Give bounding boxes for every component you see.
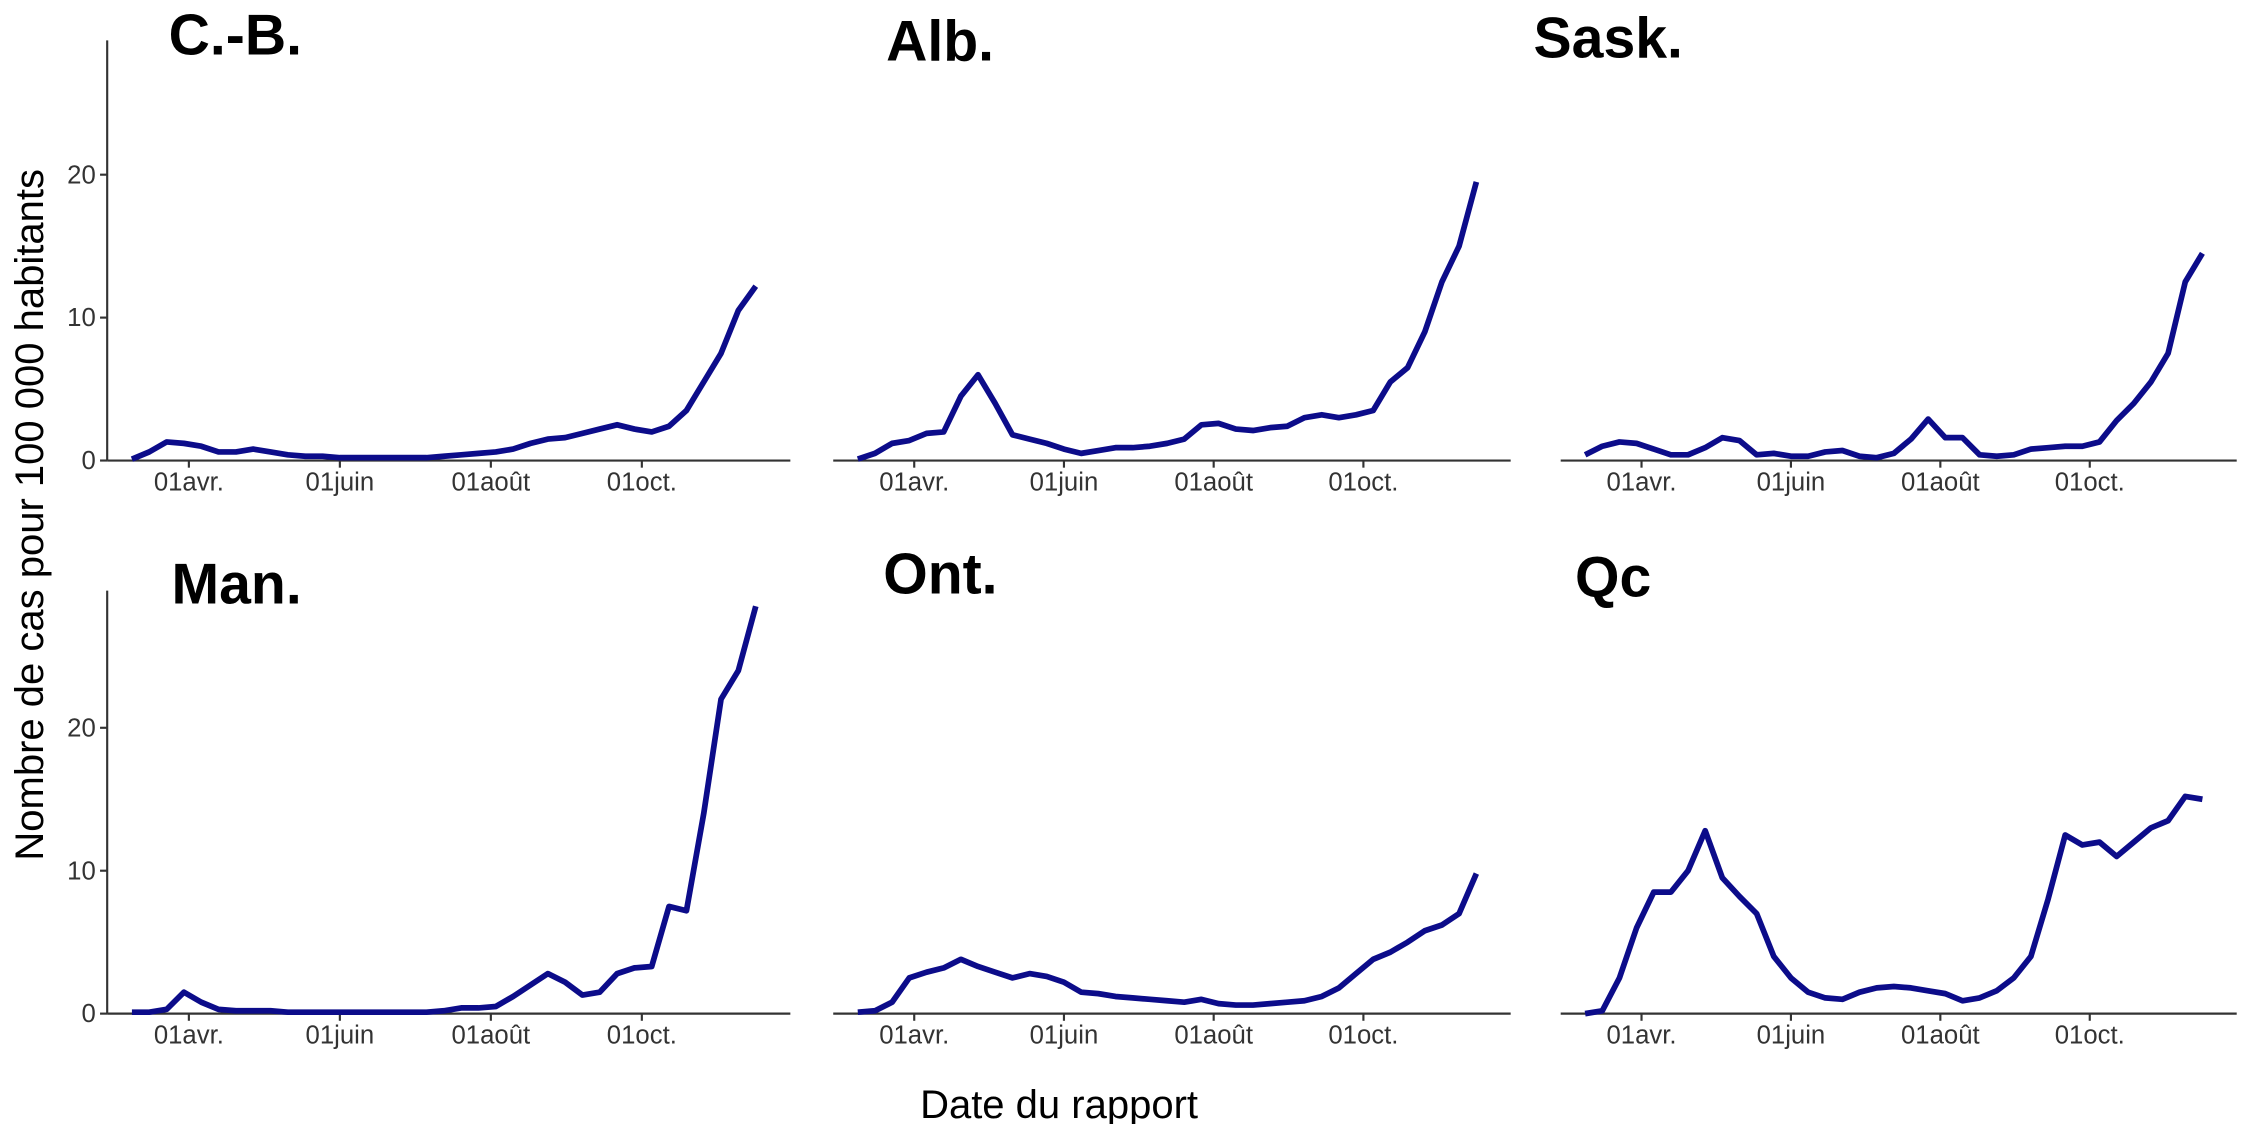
y-tick-label: 0 [81,447,95,475]
x-tick-label: 01août [1174,1022,1253,1050]
series-line [131,605,759,1016]
x-axis-label: Date du rapport [920,1083,1198,1124]
x-tick-label: 01août [1901,1022,1980,1050]
x-tick-label: 01oct. [2055,1022,2125,1050]
x-tick-label: 01août [1901,469,1980,497]
x-tick-label: 01juin [1757,1022,1826,1050]
y-tick-label: 10 [67,857,96,885]
y-tick-label: 0 [81,1000,95,1028]
x-tick-label: 01oct. [607,1022,677,1050]
series-line [856,181,1480,462]
x-tick-label: 01avr. [154,469,224,497]
x-tick-label: 01août [452,469,531,497]
x-tick-label: 01juin [1030,469,1099,497]
x-tick-label: 01avr. [879,1022,949,1050]
x-tick-label: 01avr. [154,1022,224,1050]
x-tick-label: 01avr. [1606,469,1676,497]
panel-title: Man. [172,552,302,616]
panel-title: Ont. [883,542,997,606]
y-axis-label: Nombre de cas pour 100 000 habitants [8,169,52,861]
x-tick-label: 01août [452,1022,531,1050]
x-tick-label: 01juin [306,469,375,497]
x-tick-label: 01juin [1757,469,1826,497]
x-tick-label: 01août [1174,469,1253,497]
x-tick-label: 01juin [1030,1022,1099,1050]
series-line [857,872,1479,1016]
series-line [130,284,759,462]
x-tick-label: 01oct. [607,469,677,497]
y-tick-label: 20 [67,714,96,742]
panel-title: C.-B. [169,4,302,68]
x-tick-label: 01oct. [2055,469,2125,497]
series-line [1584,793,2203,1017]
x-tick-label: 01avr. [1606,1022,1676,1050]
x-tick-label: 01oct. [1328,469,1398,497]
series-line [1583,251,2205,461]
x-tick-label: 01avr. [879,469,949,497]
y-tick-label: 10 [67,304,96,332]
x-tick-label: 01juin [306,1022,375,1050]
x-tick-label: 01oct. [1328,1022,1398,1050]
panel-title: Sask. [1534,6,1683,70]
y-tick-label: 20 [67,161,96,189]
panel-title: Alb. [886,9,994,73]
panel-title: Qc [1575,545,1651,609]
